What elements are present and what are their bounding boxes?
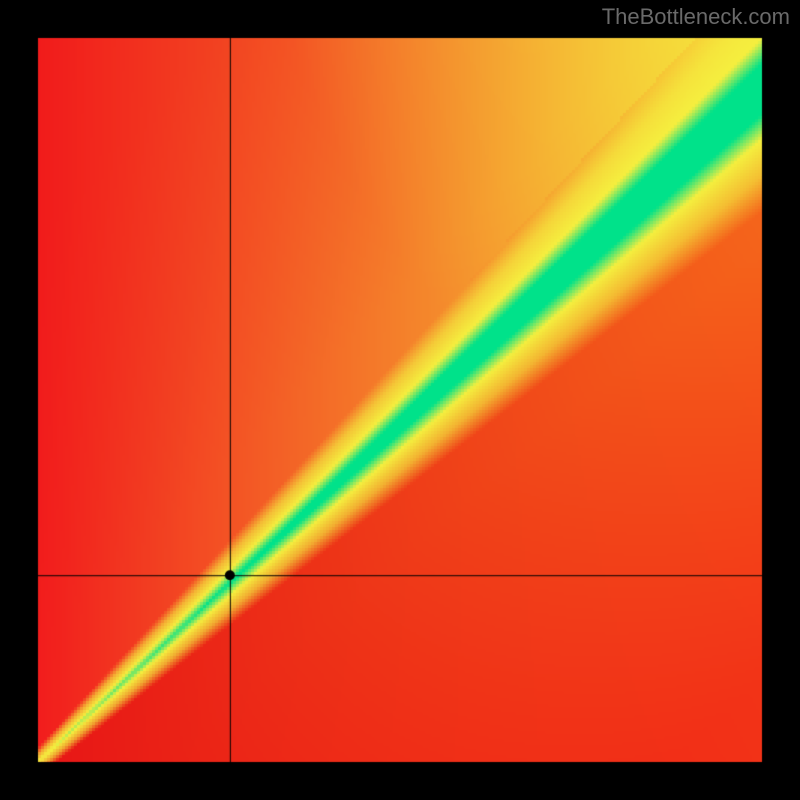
heatmap-canvas	[0, 0, 800, 800]
chart-container: TheBottleneck.com	[0, 0, 800, 800]
watermark-text: TheBottleneck.com	[602, 4, 790, 30]
